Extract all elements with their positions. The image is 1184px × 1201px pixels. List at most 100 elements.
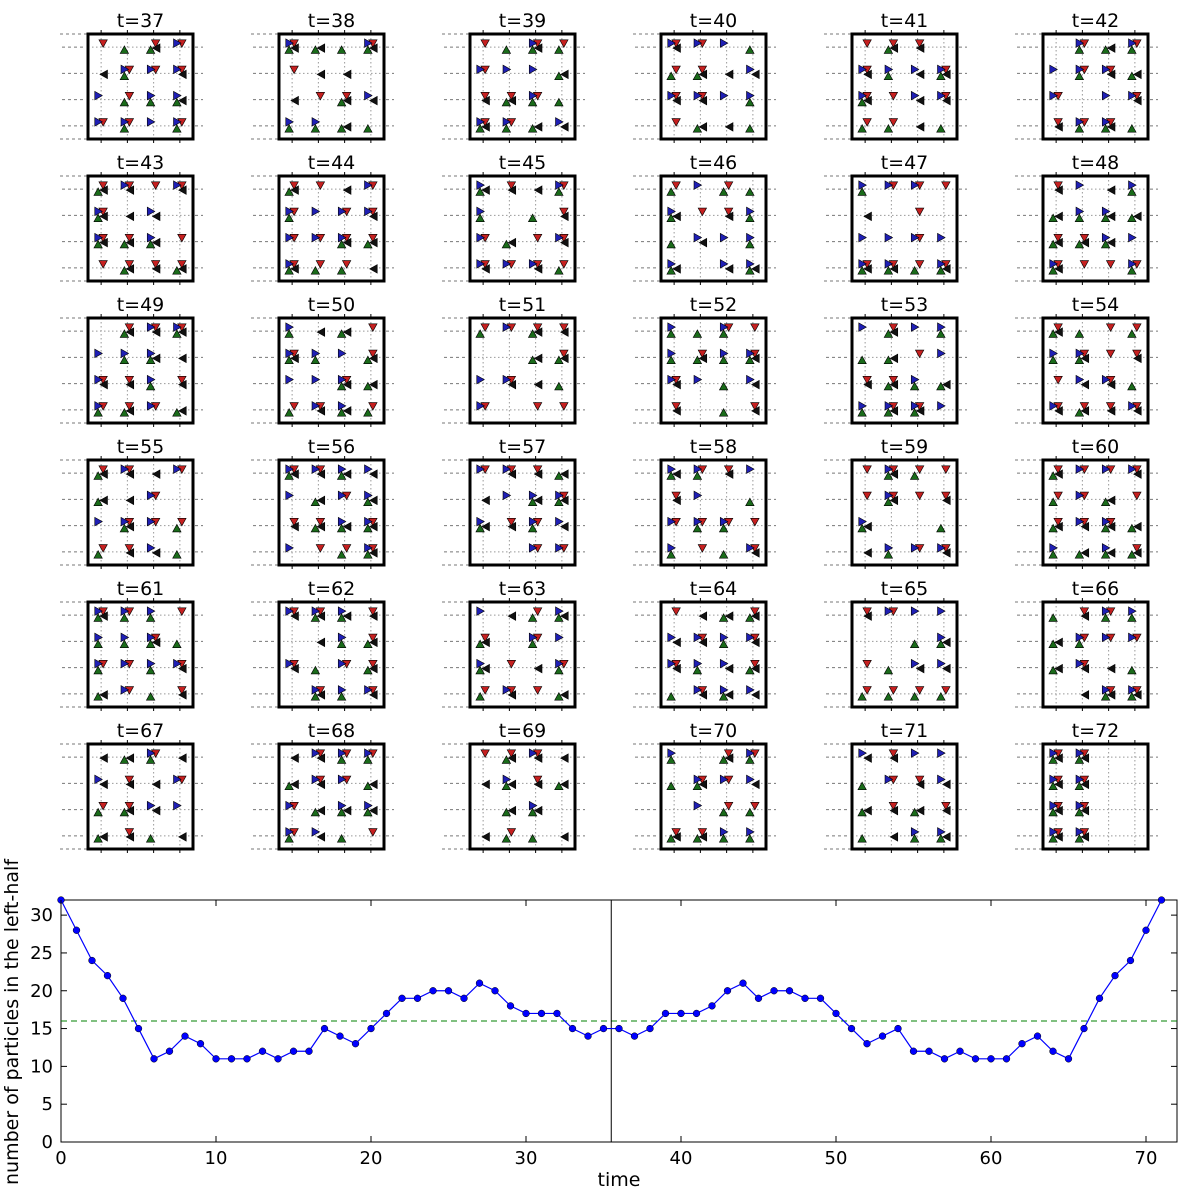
particle-right-marker [555,658,564,669]
particle-right-marker [502,374,512,385]
x-tick-label: 30 [515,1148,538,1169]
particle-left-marker [560,495,569,506]
data-point [165,1047,174,1055]
particle-right-marker [910,401,920,411]
particle-right-marker [173,464,182,474]
particle-right-marker [1101,606,1111,616]
snapshot-panel: t=52 [633,294,776,427]
particle-left-marker [1133,353,1142,364]
particle-left-marker [560,211,569,222]
data-point [987,1055,995,1063]
particle-down-marker [559,39,569,48]
particle-right-marker [120,516,130,527]
particle-left-marker [316,406,326,416]
particle-left-marker [99,185,108,195]
particle-left-marker [369,637,378,648]
particle-up-marker [1127,329,1137,338]
particle-right-marker [311,774,321,785]
particle-up-marker [718,834,729,843]
particle-right-marker [120,180,130,190]
data-point [444,987,453,995]
panel-frame [468,316,577,425]
particle-left-marker [1106,379,1116,390]
particle-right-marker [173,38,182,48]
particle-right-marker [146,117,156,127]
particle-up-marker [93,639,103,649]
particle-left-marker [698,69,708,80]
particle-left-marker [724,663,734,674]
particle-right-marker [667,658,676,669]
particle-up-marker [692,71,703,81]
particle-up-marker [857,187,867,196]
particle-right-marker [1101,516,1111,527]
particle-left-marker [1054,327,1063,337]
particle-left-marker [672,406,681,416]
particle-right-marker [1075,348,1085,359]
particle-up-marker [1074,408,1085,417]
data-point [847,1024,856,1033]
particle-up-marker [284,45,294,54]
data-point [119,994,127,1002]
particle-right-marker [285,374,294,385]
particle-right-marker [1128,464,1137,474]
data-point [1033,1032,1042,1040]
particle-up-marker [310,613,321,622]
snapshot-panel: t=50 [251,294,394,427]
particle-left-marker [1054,122,1063,132]
particle-right-marker [884,401,894,411]
particle-up-marker [936,71,946,81]
panel-title: t=57 [499,436,547,458]
particle-down-marker [1053,517,1063,527]
particle-down-marker [532,323,543,332]
particle-left-marker [151,237,161,248]
particle-up-marker [718,692,729,701]
particle-down-marker [914,465,925,474]
panel-frame [659,458,768,567]
particle-right-marker [94,374,103,385]
panel-title: t=55 [117,436,165,458]
particle-down-marker [124,828,135,837]
particle-down-marker [750,517,760,527]
panel-frame [659,742,768,851]
particle-down-marker [888,323,899,332]
particle-right-marker [364,38,373,48]
particle-up-marker [1048,523,1058,533]
data-point [460,994,468,1002]
particle-left-marker [507,690,517,700]
particle-up-marker [336,239,347,249]
particle-left-marker [369,469,378,479]
particle-right-marker [937,259,946,269]
particle-up-marker [909,692,920,701]
data-point [894,1024,902,1033]
particle-left-marker [1106,663,1116,674]
particle-up-marker [336,381,347,391]
particle-up-marker [527,329,538,338]
particle-left-marker [672,495,681,506]
particle-left-marker [889,353,899,364]
particle-right-marker [1075,117,1085,127]
panel-title: t=62 [308,578,356,600]
data-point [723,987,732,995]
particle-right-marker [937,232,946,243]
particle-left-marker [533,469,543,479]
particle-up-marker [554,97,564,107]
particle-left-marker [342,521,352,532]
particle-right-marker [528,632,538,643]
x-tick-label: 50 [825,1148,848,1169]
particle-left-marker [533,43,543,53]
particle-left-marker [178,69,187,80]
particle-up-marker [363,124,373,133]
particle-right-marker [1049,90,1058,101]
particle-down-marker [506,181,517,190]
particle-left-marker [99,779,108,790]
particle-up-marker [527,124,538,133]
particle-down-marker [177,233,187,243]
particle-up-marker [692,471,703,480]
particle-right-marker [337,232,347,243]
particle-down-marker [559,323,569,332]
particle-left-marker [99,753,108,763]
particle-right-marker [667,516,676,527]
particle-left-marker [507,753,517,763]
x-axis-ticks: 0 10 20 30 40 50 60 70 [55,900,1157,1169]
